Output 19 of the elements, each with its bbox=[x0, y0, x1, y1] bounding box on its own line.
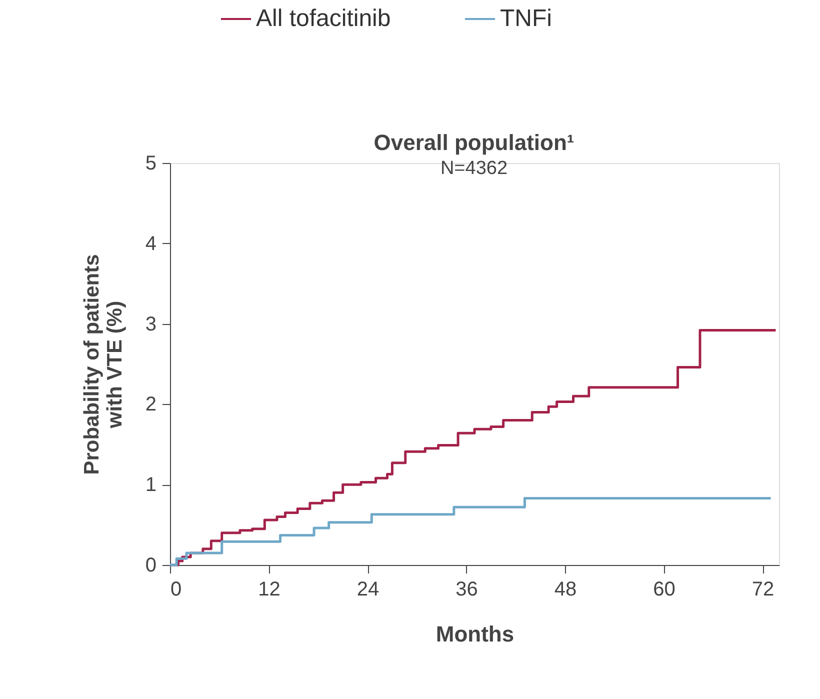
x-tick-label: 36 bbox=[456, 578, 478, 600]
x-axis-title: Months bbox=[436, 622, 514, 646]
x-tick-label: 60 bbox=[653, 578, 676, 600]
y-axis-title: Probability of patients with VTE (%) bbox=[80, 254, 126, 475]
y-tick-label: 5 bbox=[145, 152, 156, 174]
chart-title: Overall population¹ bbox=[374, 130, 574, 155]
x-tick-label: 48 bbox=[554, 578, 577, 600]
legend-label: All tofacitinib bbox=[256, 5, 391, 32]
y-tick-label: 1 bbox=[145, 474, 156, 496]
y-tick-label: 3 bbox=[145, 313, 156, 336]
y-tick-label: 2 bbox=[145, 394, 156, 416]
chart-subtitle: N=4362 bbox=[440, 158, 508, 179]
x-tick-label: 0 bbox=[170, 578, 182, 600]
x-tick-label: 24 bbox=[356, 578, 380, 600]
x-tick-label: 72 bbox=[752, 578, 774, 600]
y-tick-label: 4 bbox=[145, 232, 156, 255]
y-tick-label: 0 bbox=[145, 554, 156, 576]
x-tick-label: 12 bbox=[258, 578, 280, 600]
legend-label: TNFi bbox=[500, 5, 552, 32]
